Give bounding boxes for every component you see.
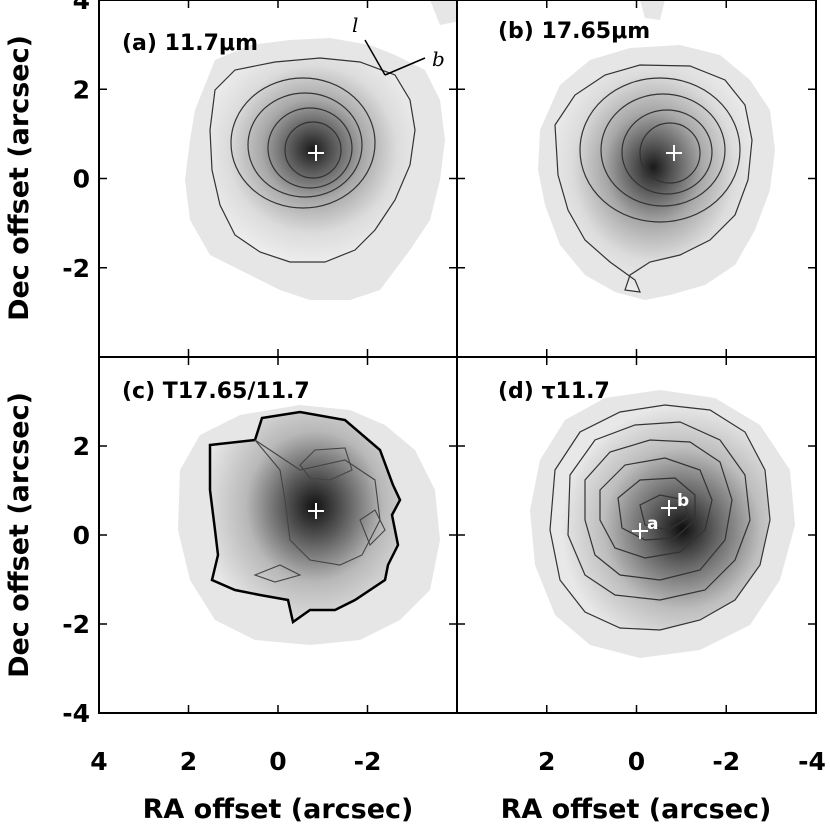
y-tick-label: 2 [73, 75, 90, 104]
panel-b-title: (b) 17.65μm [498, 19, 650, 44]
y-tick-label: -2 [62, 610, 90, 639]
panel-d-point-a-marker [632, 523, 648, 539]
panel-a-title: (a) 11.7μm [122, 31, 258, 56]
panel-c-title: (c) T17.65/11.7 [122, 379, 310, 404]
x-axis-label-right: RA offset (arcsec) [501, 794, 772, 825]
x-tick-label: 4 [90, 747, 107, 776]
panel-b-contour-2 [579, 77, 741, 223]
x-tick-label: 2 [180, 747, 197, 776]
panel-c: (c) T17.65/11.7 [122, 379, 440, 645]
panel-a-orientation-arrows [364, 39, 426, 76]
panel-d-contours [549, 404, 771, 631]
panel-c-contour-4 [359, 509, 386, 546]
panel-d-point-b-marker [661, 500, 677, 516]
panel-d: a b (d) τ11.7 [498, 379, 795, 658]
x-axis-label-left: RA offset (arcsec) [143, 794, 414, 825]
panel-a-contour-3 [247, 92, 363, 198]
panel-d-contour-3 [584, 439, 733, 581]
x-tick-label: 0 [269, 747, 286, 776]
panel-a-peak-marker [308, 145, 324, 161]
panel-d-tau-map [550, 405, 770, 630]
panel-d-contour-5 [617, 477, 696, 541]
panel-a: l b (a) 11.7μm [122, 0, 457, 300]
y-tick-label: 4 [73, 0, 90, 15]
panel-b-contour-1 [554, 64, 753, 293]
y-axis-label-bottom: Dec offset (arcsec) [4, 392, 35, 678]
panel-a-contours [209, 57, 416, 263]
panel-a-contour-5 [284, 121, 342, 179]
panel-d-contour-6 [639, 494, 689, 531]
panel-b-contour-4 [621, 109, 713, 195]
panel-c-contour-1 [254, 439, 381, 566]
panel-a-emission [210, 58, 415, 262]
panel-c-peak-marker [308, 503, 324, 519]
y-tick-label: -4 [62, 699, 90, 728]
panel-d-contour-1 [549, 404, 771, 631]
x-tick-label: -4 [798, 747, 826, 776]
y-tick-label: 0 [73, 521, 90, 550]
panel-b-contours [554, 64, 753, 293]
panel-c-ratio-map [208, 410, 402, 625]
panel-b-peak-marker [666, 145, 682, 161]
panel-d-title: (d) τ11.7 [498, 379, 610, 404]
panel-a-contour-4 [267, 107, 353, 189]
y-axis-label-top: Dec offset (arcsec) [4, 35, 35, 321]
panel-c-contour-2 [299, 447, 353, 481]
panel-c-contour-3 [253, 564, 302, 583]
panel-c-contours [253, 439, 386, 583]
panel-d-point-a-label: a [647, 514, 658, 534]
panel-b-contour-5 [639, 122, 701, 184]
x-tick-label: -2 [712, 747, 740, 776]
y-tick-label: 0 [73, 165, 90, 194]
panel-a-contour-2 [230, 77, 376, 209]
y-tick-label: -2 [62, 254, 90, 283]
panel-d-contour-4 [599, 457, 713, 559]
panel-b-contour-3 [600, 93, 726, 207]
axis-ticks: 420-220-2-44 2 0 -2 2 0 -2 -4 [62, 0, 826, 776]
x-tick-label: 2 [538, 747, 555, 776]
panel-b: (b) 17.65μm [498, 0, 775, 300]
panel-a-contour-1 [209, 57, 416, 263]
panel-a-halo-speck [430, 0, 457, 25]
x-tick-label: 0 [628, 747, 645, 776]
x-tick-label: -2 [354, 747, 382, 776]
panel-d-point-b-label: b [677, 491, 689, 511]
orientation-label-b: b [432, 47, 445, 71]
orientation-label-l: l [352, 13, 358, 37]
panel-d-contour-2 [567, 421, 751, 601]
y-tick-label: 2 [73, 432, 90, 461]
panel-b-top-blob [640, 0, 665, 20]
